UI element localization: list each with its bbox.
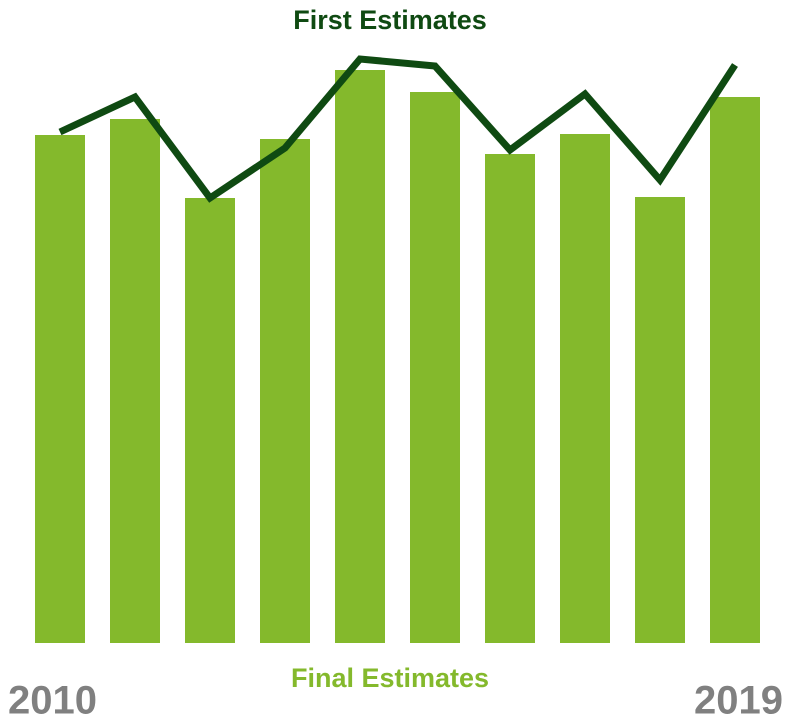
x-tick-label: 2010 bbox=[8, 679, 97, 721]
x-tick-label: 2019 bbox=[694, 679, 783, 721]
bar bbox=[35, 135, 85, 643]
bar bbox=[185, 198, 235, 643]
bar bbox=[635, 197, 685, 643]
bar bbox=[710, 97, 760, 643]
bar bbox=[335, 70, 385, 643]
bar bbox=[410, 92, 460, 643]
bar bbox=[485, 154, 535, 643]
bar bbox=[260, 139, 310, 643]
bar bbox=[560, 134, 610, 643]
line bbox=[58, 55, 738, 203]
series-label: Final Estimates bbox=[291, 663, 489, 693]
bar bbox=[110, 119, 160, 643]
series-label: First Estimates bbox=[293, 5, 487, 35]
